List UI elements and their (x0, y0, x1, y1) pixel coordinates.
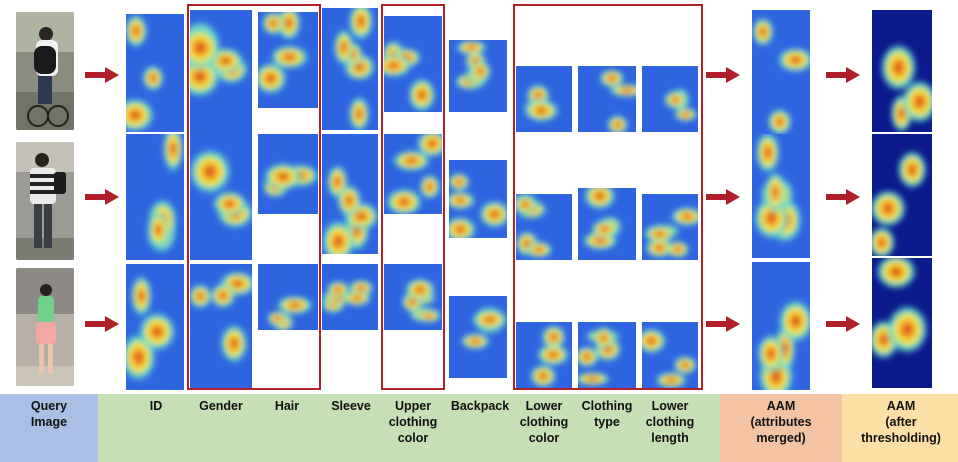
heatmap-hair-2 (258, 134, 318, 214)
heatmap-gender-1 (190, 10, 252, 136)
arrow-right-icon (826, 189, 860, 205)
heatmap-gender-2 (190, 134, 252, 260)
heatmap-sleeve-1 (322, 8, 378, 130)
heatmap-backpack-1 (449, 40, 507, 112)
label-gender: Gender (199, 399, 243, 413)
label-upper-clothing-color: Upper clothing color (388, 399, 438, 445)
heatmap-backpack-3 (449, 296, 507, 378)
heatmap-aam-1 (752, 10, 810, 136)
arrow-right-icon (85, 67, 119, 83)
heatmap-hair-1 (258, 12, 318, 108)
heatmap-clothing-type-3 (578, 322, 636, 388)
label-aam-threshold: AAM (after thresholding) (861, 399, 941, 445)
heatmap-sleeve-3 (322, 264, 378, 330)
heatmap-upper-3 (384, 264, 442, 330)
heatmap-aam-3 (752, 262, 810, 390)
heatmap-backpack-2 (449, 160, 507, 238)
query-photo-2 (16, 142, 74, 260)
arrow-right-icon (85, 189, 119, 205)
query-photo-1 (16, 12, 74, 130)
label-lower-clothing-color: Lower clothing color (519, 399, 569, 445)
arrow-right-icon (826, 316, 860, 332)
heatmap-id-3 (126, 264, 184, 390)
group-box-gender-hair (187, 4, 321, 390)
heatmap-gender-3 (190, 264, 252, 388)
heatmap-aam-threshold-2 (872, 134, 932, 256)
attributes-band (98, 394, 720, 462)
label-lower-clothing-length: Lower clothing length (645, 399, 695, 445)
arrow-right-icon (706, 316, 740, 332)
query-photo-3 (16, 268, 74, 386)
heatmap-upper-2 (384, 134, 442, 214)
label-clothing-type: Clothing type (581, 399, 633, 429)
arrow-right-icon (85, 316, 119, 332)
heatmap-lower-length-1 (642, 66, 698, 132)
heatmap-lower-color-3 (516, 322, 572, 388)
arrow-right-icon (706, 189, 740, 205)
arrow-right-icon (826, 67, 860, 83)
heatmap-id-2 (126, 134, 184, 260)
heatmap-aam-threshold-3 (872, 258, 932, 388)
heatmap-aam-threshold-1 (872, 10, 932, 132)
group-box-upper-clothing-color (381, 4, 445, 390)
arrow-right-icon (706, 67, 740, 83)
heatmap-clothing-type-2 (578, 188, 636, 260)
query-band (0, 394, 98, 462)
heatmap-upper-1 (384, 16, 442, 112)
label-aam-merged: AAM (attributes merged) (750, 399, 812, 445)
heatmap-id-1 (126, 14, 184, 132)
label-hair: Hair (274, 399, 300, 413)
label-sleeve: Sleeve (331, 399, 371, 413)
label-backpack: Backpack (450, 399, 510, 413)
heatmap-aam-2 (752, 134, 810, 258)
heatmap-lower-length-2 (642, 194, 698, 260)
heatmap-lower-length-3 (642, 322, 698, 388)
aam-merged-band (720, 394, 842, 462)
heatmap-sleeve-2 (322, 134, 378, 254)
label-query-image: Query Image (30, 399, 68, 429)
label-id: ID (149, 399, 163, 413)
heatmap-lower-color-2 (516, 194, 572, 260)
heatmap-hair-3 (258, 264, 318, 330)
group-box-lower-clothing (513, 4, 703, 390)
aam-threshold-band (842, 394, 958, 462)
heatmap-clothing-type-1 (578, 66, 636, 132)
heatmap-lower-color-1 (516, 66, 572, 132)
